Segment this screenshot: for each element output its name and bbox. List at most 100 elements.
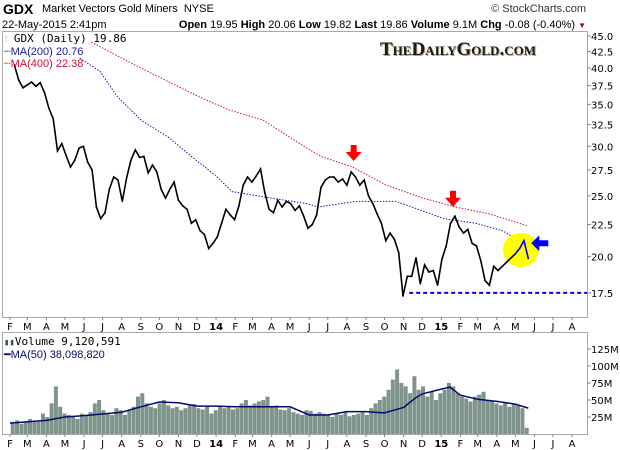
volume-bar: [36, 421, 41, 434]
price-point: [212, 242, 214, 245]
volume-bar: [403, 386, 408, 434]
volume-bar: [434, 400, 438, 434]
volume-x-tick-label: M: [23, 439, 32, 450]
volume-x-tick-label: F: [7, 439, 13, 450]
price-point: [380, 222, 383, 225]
volume-bar: [79, 413, 84, 434]
volume-bar: [58, 406, 63, 434]
price-point: [138, 156, 141, 159]
price-point: [311, 223, 314, 226]
price-point: [242, 184, 245, 187]
volume-x-tick-label: F: [458, 439, 464, 450]
volume-bar: [326, 415, 330, 434]
volume-bar: [256, 401, 261, 434]
volume-bar: [516, 405, 520, 434]
volume-bar: [503, 402, 508, 434]
price-point: [523, 239, 525, 242]
price-point: [173, 181, 175, 183]
price-point: [203, 233, 206, 236]
price-point: [207, 247, 210, 250]
volume-bar: [28, 419, 32, 434]
price-point: [488, 284, 491, 287]
price-point: [415, 257, 417, 259]
x-tick-label: A: [569, 322, 576, 333]
volume-bar: [97, 400, 102, 434]
price-point: [259, 168, 262, 170]
price-point: [143, 155, 145, 158]
price-point: [298, 205, 301, 207]
price-point: [324, 179, 327, 181]
price-point: [121, 200, 124, 203]
x-tick-label: F: [7, 322, 13, 333]
ma200-legend: ┄MA(200) 20.76: [4, 46, 83, 58]
blue-left-arrow-icon: [531, 235, 549, 252]
volume-x-tick-label: M: [61, 439, 70, 450]
price-point: [337, 181, 340, 183]
volume-x-tick-label: A: [343, 439, 350, 450]
y-tick-label: 27.5: [591, 166, 613, 177]
volume-title: Volume 9,120,591: [14, 335, 121, 348]
volume-bar: [477, 394, 482, 434]
x-tick-label: F: [232, 322, 238, 333]
volume-bar: [187, 405, 192, 434]
volume-x-tick-label: M: [473, 439, 482, 450]
price-point: [112, 176, 115, 178]
ticker-symbol: GDX: [3, 1, 34, 17]
price-point: [462, 232, 465, 234]
price-point: [69, 166, 72, 168]
price-point: [104, 211, 106, 214]
quote-summary: Open 19.95 High 20.06 Low 19.82 Last 19.…: [179, 19, 586, 32]
volume-bar: [373, 403, 378, 434]
volume-bar: [222, 408, 227, 434]
volume-bar: [330, 417, 335, 434]
volume-bar: [170, 408, 175, 434]
volume-y-tick-label: 75M: [591, 379, 612, 390]
volume-bar: [88, 412, 93, 434]
price-point: [26, 84, 29, 86]
ma200-label: MA(200) 20.76: [10, 46, 84, 58]
volume-bar: [287, 408, 292, 434]
price-point: [363, 179, 365, 181]
price-point: [402, 295, 404, 297]
price-point: [289, 202, 292, 205]
y-tick-label: 35.0: [591, 100, 613, 111]
watermark-logo: TheDailyGold.com: [380, 39, 536, 60]
price-point: [518, 247, 521, 250]
price-line-highlighted: [514, 238, 530, 259]
y-tick-label: 42.5: [591, 48, 613, 59]
price-point: [445, 245, 448, 247]
volume-bar: [490, 401, 495, 434]
price-point: [328, 176, 331, 178]
volume-bar: [481, 391, 486, 434]
price-panel: [2, 31, 588, 318]
x-tick-label: J: [100, 322, 104, 333]
volume-bar: [291, 412, 296, 434]
price-point: [406, 275, 409, 278]
price-point: [428, 271, 430, 273]
price-point: [229, 214, 232, 216]
volume-bar: [395, 369, 400, 434]
volume-bar: [360, 412, 365, 434]
volume-bar: [213, 410, 218, 434]
volume-y-tick-label: 25M: [591, 413, 612, 424]
price-point: [341, 178, 344, 180]
volume-x-tick-label: S: [363, 439, 369, 450]
vol-ma-label: MA(50) 38,098,820: [10, 349, 105, 361]
y-tick-label: 32.5: [591, 121, 613, 132]
volume-bar: [300, 415, 305, 434]
source-credit: © StockCharts.com: [491, 3, 586, 15]
volume-bar: [339, 415, 343, 434]
volume-bar: [313, 413, 317, 434]
vol-ma-legend: ━MA(50) 38,098,820: [4, 349, 105, 361]
volume-bar: [231, 409, 235, 434]
x-tick-label: O: [155, 322, 163, 333]
volume-bar: [429, 391, 434, 434]
volume-x-tick-label: F: [232, 439, 238, 450]
volume-ma50-line: [9, 386, 529, 424]
price-point: [147, 172, 150, 174]
price-point: [458, 226, 460, 228]
price-point: [251, 181, 253, 183]
x-tick-label: S: [363, 322, 369, 333]
price-point: [43, 92, 46, 94]
